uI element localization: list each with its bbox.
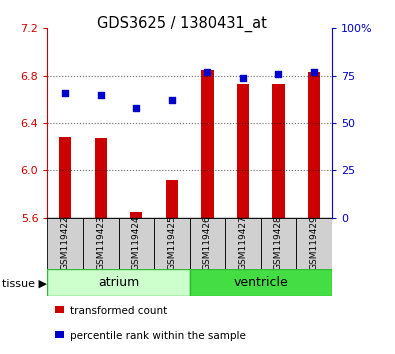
Bar [166, 180, 178, 218]
Point [275, 71, 282, 76]
Text: GSM119429: GSM119429 [310, 215, 318, 270]
Bar [59, 137, 71, 218]
Text: GSM119423: GSM119423 [96, 215, 105, 270]
Text: tissue ▶: tissue ▶ [2, 278, 47, 288]
Point [98, 92, 104, 97]
Point [240, 75, 246, 80]
Bar [47, 218, 83, 269]
Point [62, 90, 68, 96]
Text: GSM119427: GSM119427 [239, 215, 247, 270]
Text: GSM119426: GSM119426 [203, 215, 212, 270]
Bar [296, 218, 332, 269]
Point [133, 105, 139, 111]
Bar [94, 138, 107, 218]
Bar [190, 269, 332, 296]
Bar [261, 218, 296, 269]
Bar [272, 84, 285, 218]
Point [311, 69, 317, 75]
Bar [130, 212, 143, 218]
Bar [201, 70, 214, 218]
Text: GSM119425: GSM119425 [167, 215, 176, 270]
Bar [237, 84, 249, 218]
Bar [190, 218, 225, 269]
Bar [47, 269, 190, 296]
Text: GDS3625 / 1380431_at: GDS3625 / 1380431_at [97, 16, 267, 32]
Point [169, 97, 175, 103]
Point [204, 69, 211, 75]
Text: ventricle: ventricle [233, 276, 288, 289]
Bar [118, 218, 154, 269]
Text: GSM119428: GSM119428 [274, 215, 283, 270]
Text: percentile rank within the sample: percentile rank within the sample [70, 331, 246, 341]
Bar [154, 218, 190, 269]
Bar [225, 218, 261, 269]
Bar [83, 218, 118, 269]
Text: GSM119424: GSM119424 [132, 215, 141, 270]
Text: atrium: atrium [98, 276, 139, 289]
Bar [308, 72, 320, 218]
Text: transformed count: transformed count [70, 306, 167, 316]
Text: GSM119422: GSM119422 [61, 215, 70, 270]
